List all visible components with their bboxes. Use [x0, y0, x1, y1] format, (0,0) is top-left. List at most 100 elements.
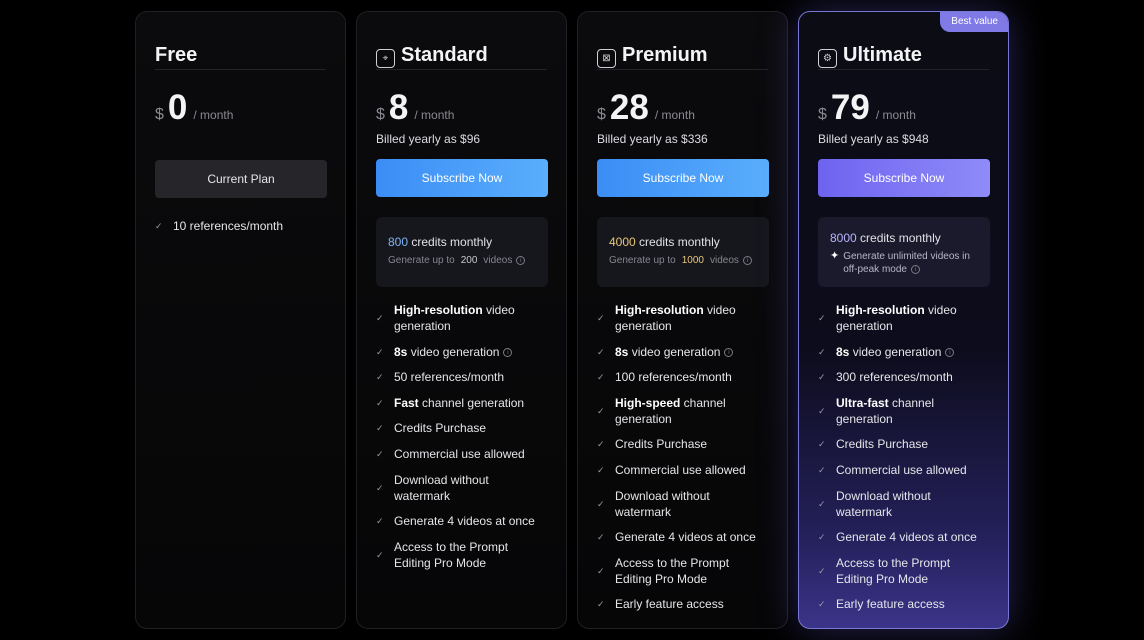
feature-item: ✓ Generate 4 videos at once	[818, 529, 989, 545]
info-icon[interactable]: i	[910, 264, 920, 274]
check-icon: ✓	[376, 397, 384, 408]
check-icon: ✓	[597, 464, 605, 475]
current-plan-button[interactable]: Current Plan	[155, 160, 327, 198]
check-icon: ✓	[818, 313, 826, 323]
feature-item: ✓ Access to the Prompt Editing Pro Mode	[597, 555, 768, 587]
feature-highlight: High-resolution	[394, 303, 483, 317]
check-icon: ✓	[597, 498, 605, 509]
feature-text: Commercial use allowed	[836, 462, 967, 477]
feature-text: video generation	[628, 344, 721, 359]
feature-highlight: High-speed	[615, 395, 681, 410]
feature-highlight: 8s	[394, 344, 408, 359]
plan-card-premium: ⊠ Premium $ 28 / month Billed yearly as …	[577, 11, 788, 629]
plan-header: ⚙ Ultimate	[818, 12, 989, 70]
feature-highlight: Ultra-fast	[836, 395, 889, 410]
info-icon[interactable]: i	[724, 347, 734, 357]
feature-text: Download without watermark	[836, 488, 931, 519]
plan-card-standard: ⌖ Standard $ 8 / month Billed yearly as …	[356, 11, 567, 629]
best-value-badge: Best value	[940, 12, 1008, 32]
plan-card-free: Free $ 0 / month Current Plan ✓ 10 refere…	[135, 11, 346, 629]
credits-amount: 8000	[830, 231, 857, 245]
credits-amount: 4000	[609, 235, 636, 249]
feature-item: ✓ High-resolution video generation	[376, 302, 547, 334]
feature-list: ✓ 10 references/month	[155, 218, 326, 234]
sparkle-icon: ✦	[830, 250, 840, 262]
feature-text: Commercial use allowed	[615, 462, 746, 477]
check-icon: ✓	[818, 464, 826, 475]
check-icon: ✓	[818, 372, 826, 383]
plan-card-ultimate: Best value ⚙ Ultimate $ 79 / month Bille…	[798, 11, 1009, 629]
check-icon: ✓	[376, 549, 384, 560]
feature-text: Generate 4 videos at once	[615, 530, 756, 545]
plan-title: Ultimate	[843, 44, 922, 66]
subscribe-button[interactable]: Subscribe Now	[597, 159, 769, 197]
feature-text: channel generation	[615, 395, 726, 426]
feature-item: ✓ Download without watermark	[818, 488, 989, 520]
info-icon[interactable]: i	[945, 347, 955, 357]
feature-text: Access to the Prompt Editing Pro Mode	[615, 555, 730, 586]
feature-text: Generate 4 videos at once	[394, 514, 535, 529]
feature-highlight: Fast	[394, 395, 419, 410]
credits-label: credits monthly	[639, 235, 720, 249]
feature-text: 50 references/month	[394, 370, 505, 385]
check-icon: ✓	[376, 372, 384, 383]
plan-title: Premium	[622, 44, 708, 66]
check-icon: ✓	[597, 346, 605, 357]
videos-label: videos	[709, 255, 739, 266]
price-amount: 0	[167, 88, 188, 127]
generate-label: Generate up to	[388, 255, 455, 266]
gear-icon: ⚙	[818, 49, 837, 68]
check-icon: ✓	[597, 405, 605, 416]
feature-item: ✓ Generate 4 videos at once	[376, 513, 547, 529]
feature-text: Download without watermark	[615, 488, 710, 519]
info-icon[interactable]: i	[742, 255, 752, 265]
feature-item: ✓ 300 references/month	[818, 369, 989, 385]
feature-item: ✓ Commercial use allowed	[376, 446, 547, 462]
info-icon[interactable]: i	[516, 255, 526, 265]
price-period: / month	[654, 108, 695, 122]
feature-text: video generation	[394, 303, 515, 333]
feature-item: ✓ Ultra-fast channel generation	[818, 395, 989, 427]
feature-text: Early feature access	[836, 597, 945, 612]
price: $ 0 / month	[155, 88, 326, 128]
feature-item: ✓ Commercial use allowed	[818, 462, 989, 478]
credits-box: 800 credits monthly Generate up to 200 vid…	[376, 217, 548, 287]
credits-box: 8000 credits monthly ✦ Generate unlimited…	[818, 217, 990, 287]
feature-item: ✓ Credits Purchase	[818, 436, 989, 452]
unlimited-text: Generate unlimited videos in off-peak mo…	[843, 251, 970, 275]
currency-symbol: $	[155, 106, 164, 123]
check-icon: ✓	[376, 423, 384, 434]
price-period: / month	[414, 108, 455, 122]
feature-item: ✓ Fast channel generation	[376, 395, 547, 411]
feature-highlight: 8s	[836, 344, 850, 359]
check-icon: ✓	[818, 498, 826, 509]
feature-text: Access to the Prompt Editing Pro Mode	[836, 555, 951, 586]
feature-text: video generation	[407, 344, 500, 359]
subscribe-button[interactable]: Subscribe Now	[376, 159, 548, 197]
check-icon: ✓	[818, 532, 826, 543]
billed-text: Billed yearly as $96	[376, 132, 481, 146]
feature-text: Credits Purchase	[615, 437, 708, 452]
check-icon: ✓	[818, 346, 826, 357]
feature-text: 10 references/month	[173, 219, 284, 233]
plan-header: Free	[155, 12, 326, 70]
video-count: 200	[460, 255, 478, 266]
target-icon: ⌖	[376, 49, 395, 68]
currency-symbol: $	[597, 106, 606, 123]
subscribe-button[interactable]: Subscribe Now	[818, 159, 990, 197]
feature-text: video generation	[836, 303, 957, 333]
check-icon: ✓	[818, 565, 826, 576]
feature-text: Commercial use allowed	[394, 446, 525, 461]
feature-item: ✓ 8s video generation i	[597, 344, 768, 360]
info-icon[interactable]: i	[503, 347, 513, 357]
billed-text: Billed yearly as $948	[818, 132, 929, 146]
credits-amount: 800	[388, 235, 409, 249]
price: $ 28 / month	[597, 88, 768, 128]
credits-label: credits monthly	[411, 235, 493, 249]
credits-box: 4000 credits monthly Generate up to 1000 v…	[597, 217, 769, 287]
check-icon: ✓	[155, 221, 163, 231]
check-icon: ✓	[376, 516, 384, 527]
price-amount: 28	[609, 88, 649, 127]
feature-item: ✓ Commercial use allowed	[597, 462, 768, 478]
price-period: / month	[875, 108, 916, 122]
